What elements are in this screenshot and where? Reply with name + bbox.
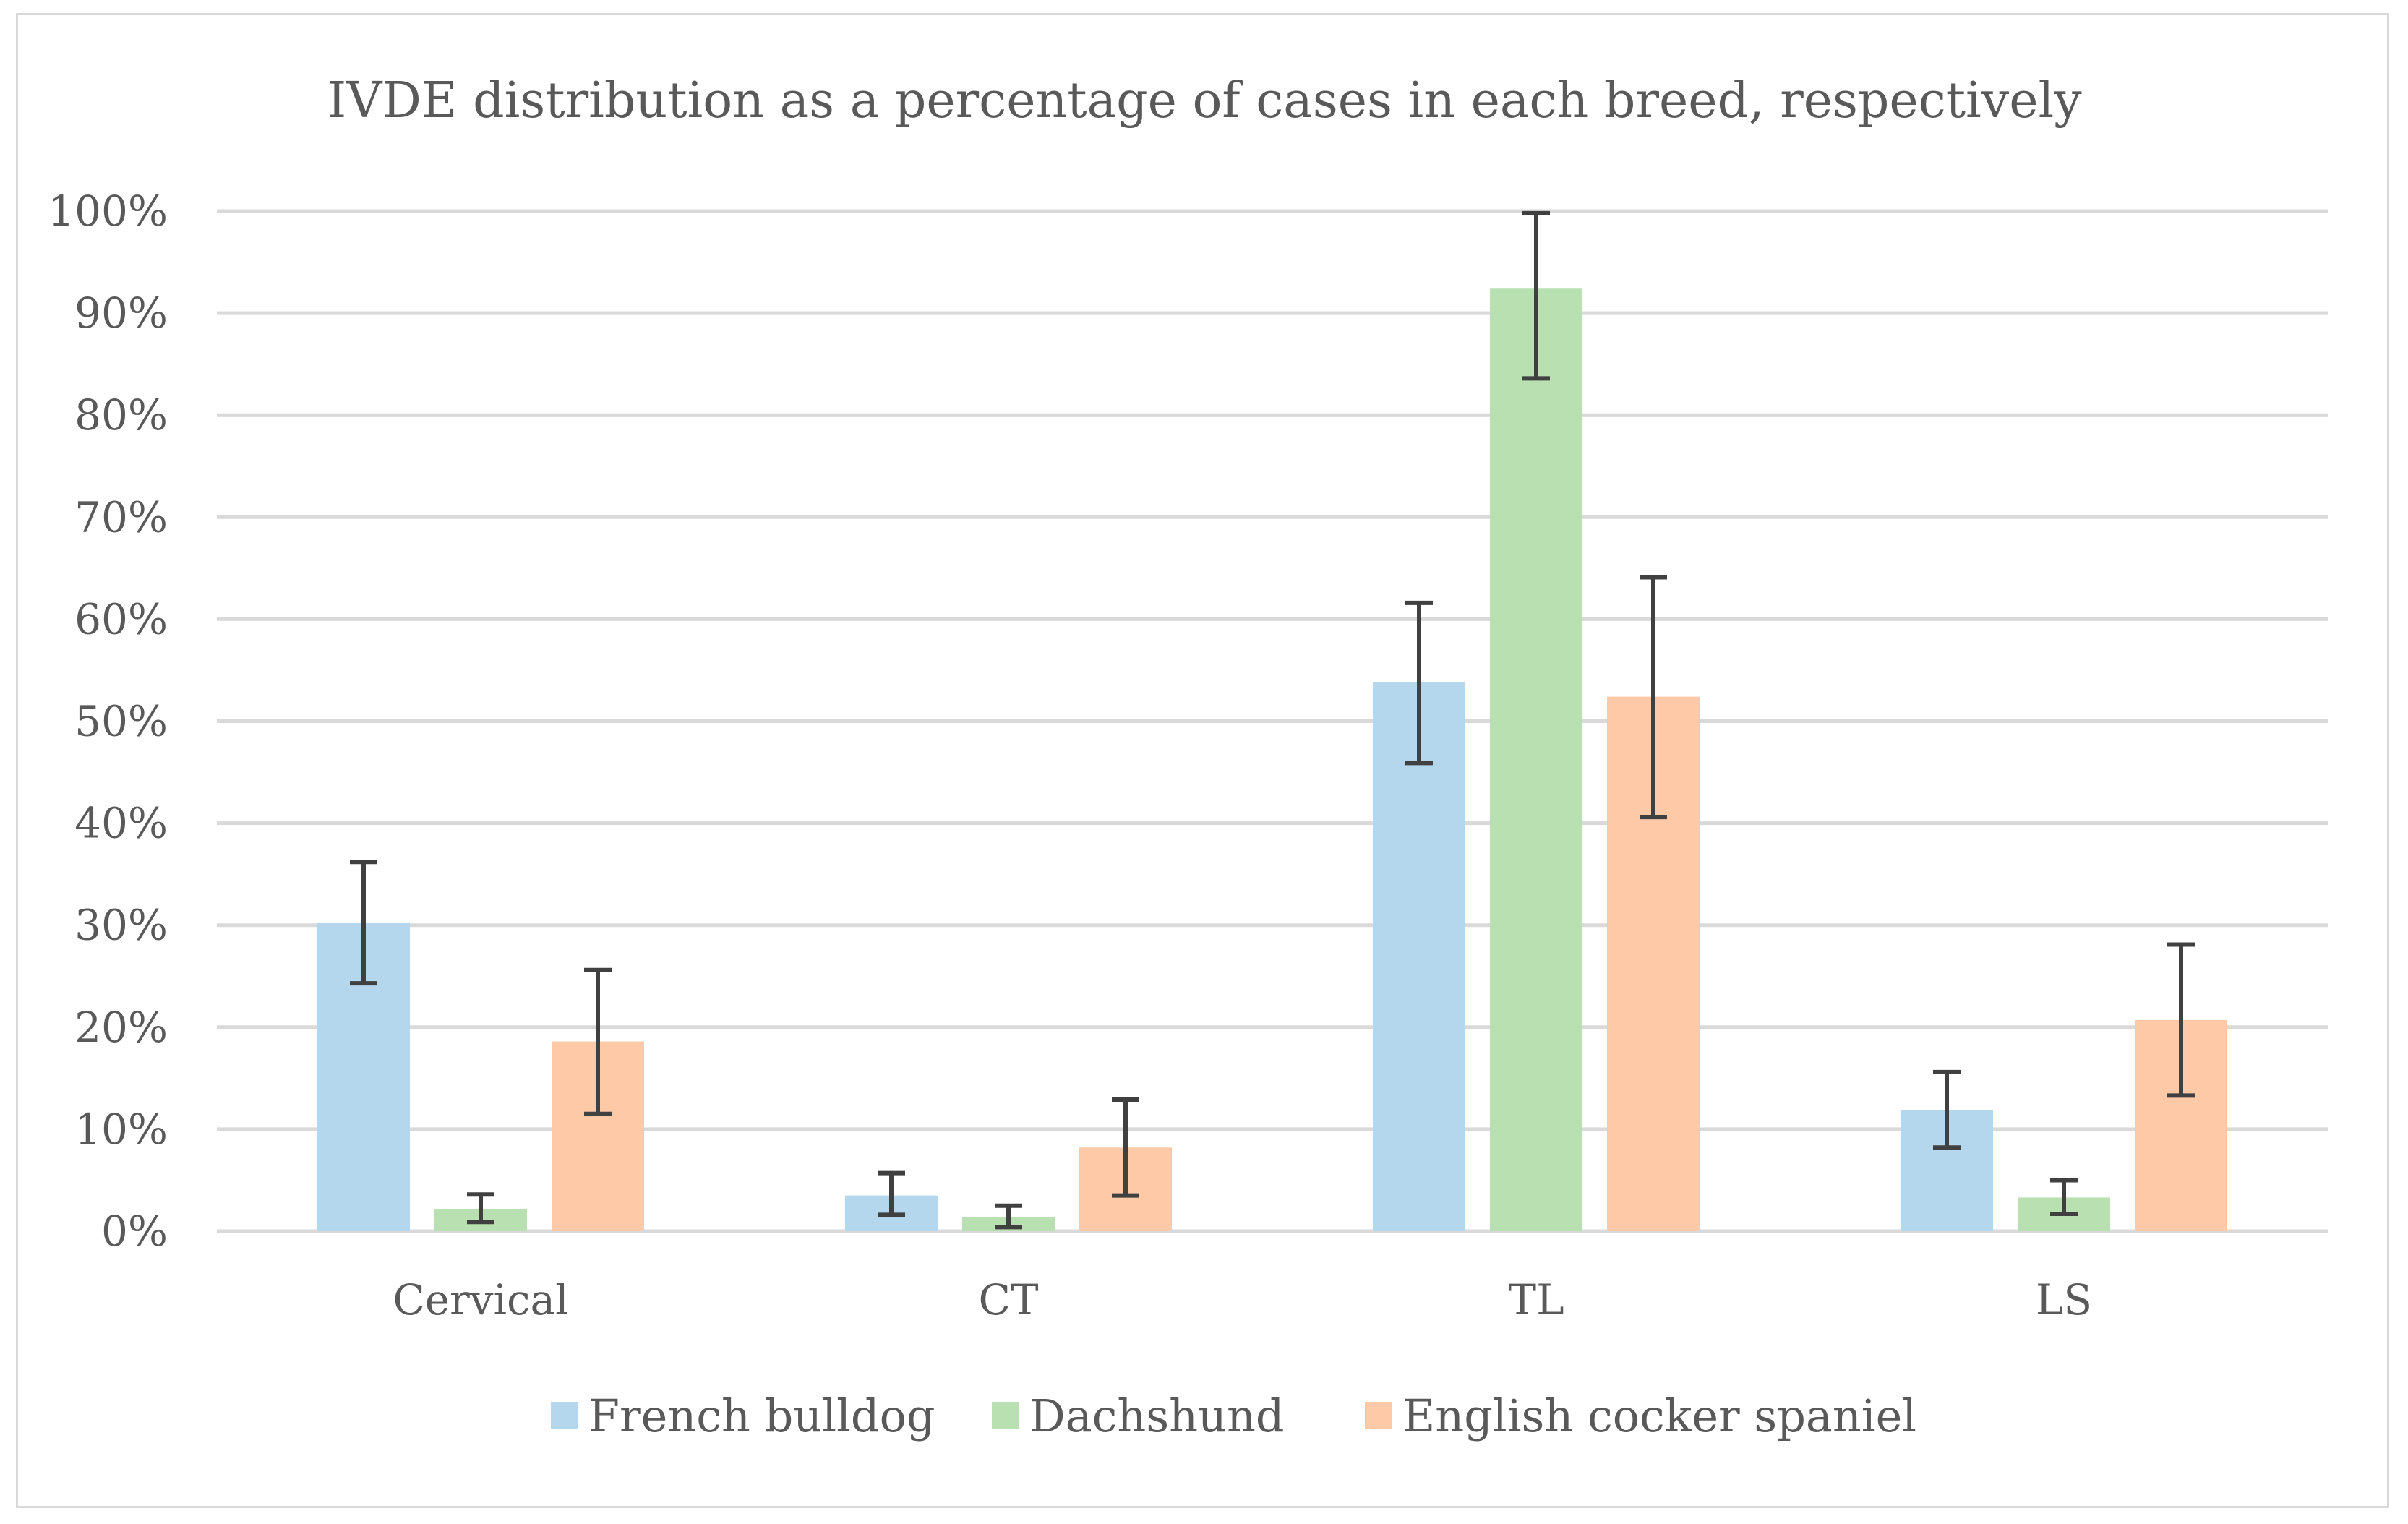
legend-swatch — [992, 1402, 1019, 1429]
error-bar — [1933, 1069, 1961, 1150]
error-bar — [1640, 575, 1667, 820]
legend-swatch — [1365, 1402, 1392, 1429]
gridlines — [217, 209, 2328, 1233]
error-bar — [995, 1203, 1022, 1230]
x-tick-label: LS — [2036, 1275, 2092, 1324]
y-tick-label: 10% — [74, 1105, 168, 1154]
error-bar — [1522, 210, 1550, 381]
legend: French bulldog Dachshund English cocker sp… — [551, 1390, 1916, 1442]
error-bar — [878, 1170, 905, 1217]
y-tick-label: 40% — [74, 799, 168, 848]
chart-frame — [16, 13, 2389, 1508]
y-tick-label: 30% — [74, 901, 168, 950]
y-tick-label: 20% — [74, 1003, 168, 1052]
bar — [1490, 288, 1582, 1232]
error-bar — [2050, 1178, 2078, 1217]
y-tick-label: 80% — [74, 390, 168, 440]
error-bar — [467, 1192, 494, 1225]
x-tick-label: Cervical — [393, 1275, 568, 1324]
error-bar — [584, 967, 612, 1116]
x-tick-label: CT — [978, 1275, 1038, 1324]
y-tick-label: 50% — [74, 697, 168, 746]
y-axis-tick-labels: 0% 10% 20% 30% 40% 50% 60% 70% 80% 90% 100% — [48, 187, 168, 1256]
legend-label: English cocker spaniel — [1402, 1390, 1916, 1442]
error-bar — [1405, 600, 1433, 766]
y-tick-label: 60% — [74, 594, 168, 643]
x-tick-label: TL — [1508, 1275, 1564, 1324]
chart-title: IVDE distribution as a percentage of cas… — [327, 72, 2082, 129]
legend-label: Dachshund — [1029, 1390, 1285, 1442]
legend-item: English cocker spaniel — [1365, 1390, 1916, 1442]
bars — [317, 288, 2227, 1232]
legend-swatch — [551, 1402, 578, 1429]
y-tick-label: 0% — [101, 1207, 168, 1256]
legend-item: Dachshund — [992, 1390, 1285, 1442]
error-bar — [350, 860, 377, 986]
bar — [1373, 682, 1465, 1231]
error-bar — [2167, 942, 2195, 1098]
y-tick-label: 90% — [74, 288, 168, 338]
legend-item: French bulldog — [551, 1390, 935, 1442]
legend-label: French bulldog — [588, 1390, 935, 1442]
y-tick-label: 70% — [74, 492, 168, 541]
error-bar — [1112, 1097, 1139, 1198]
y-tick-label: 100% — [48, 187, 168, 236]
error-bars — [350, 210, 2195, 1230]
x-axis-tick-labels: Cervical CT TL LS — [393, 1275, 2092, 1324]
